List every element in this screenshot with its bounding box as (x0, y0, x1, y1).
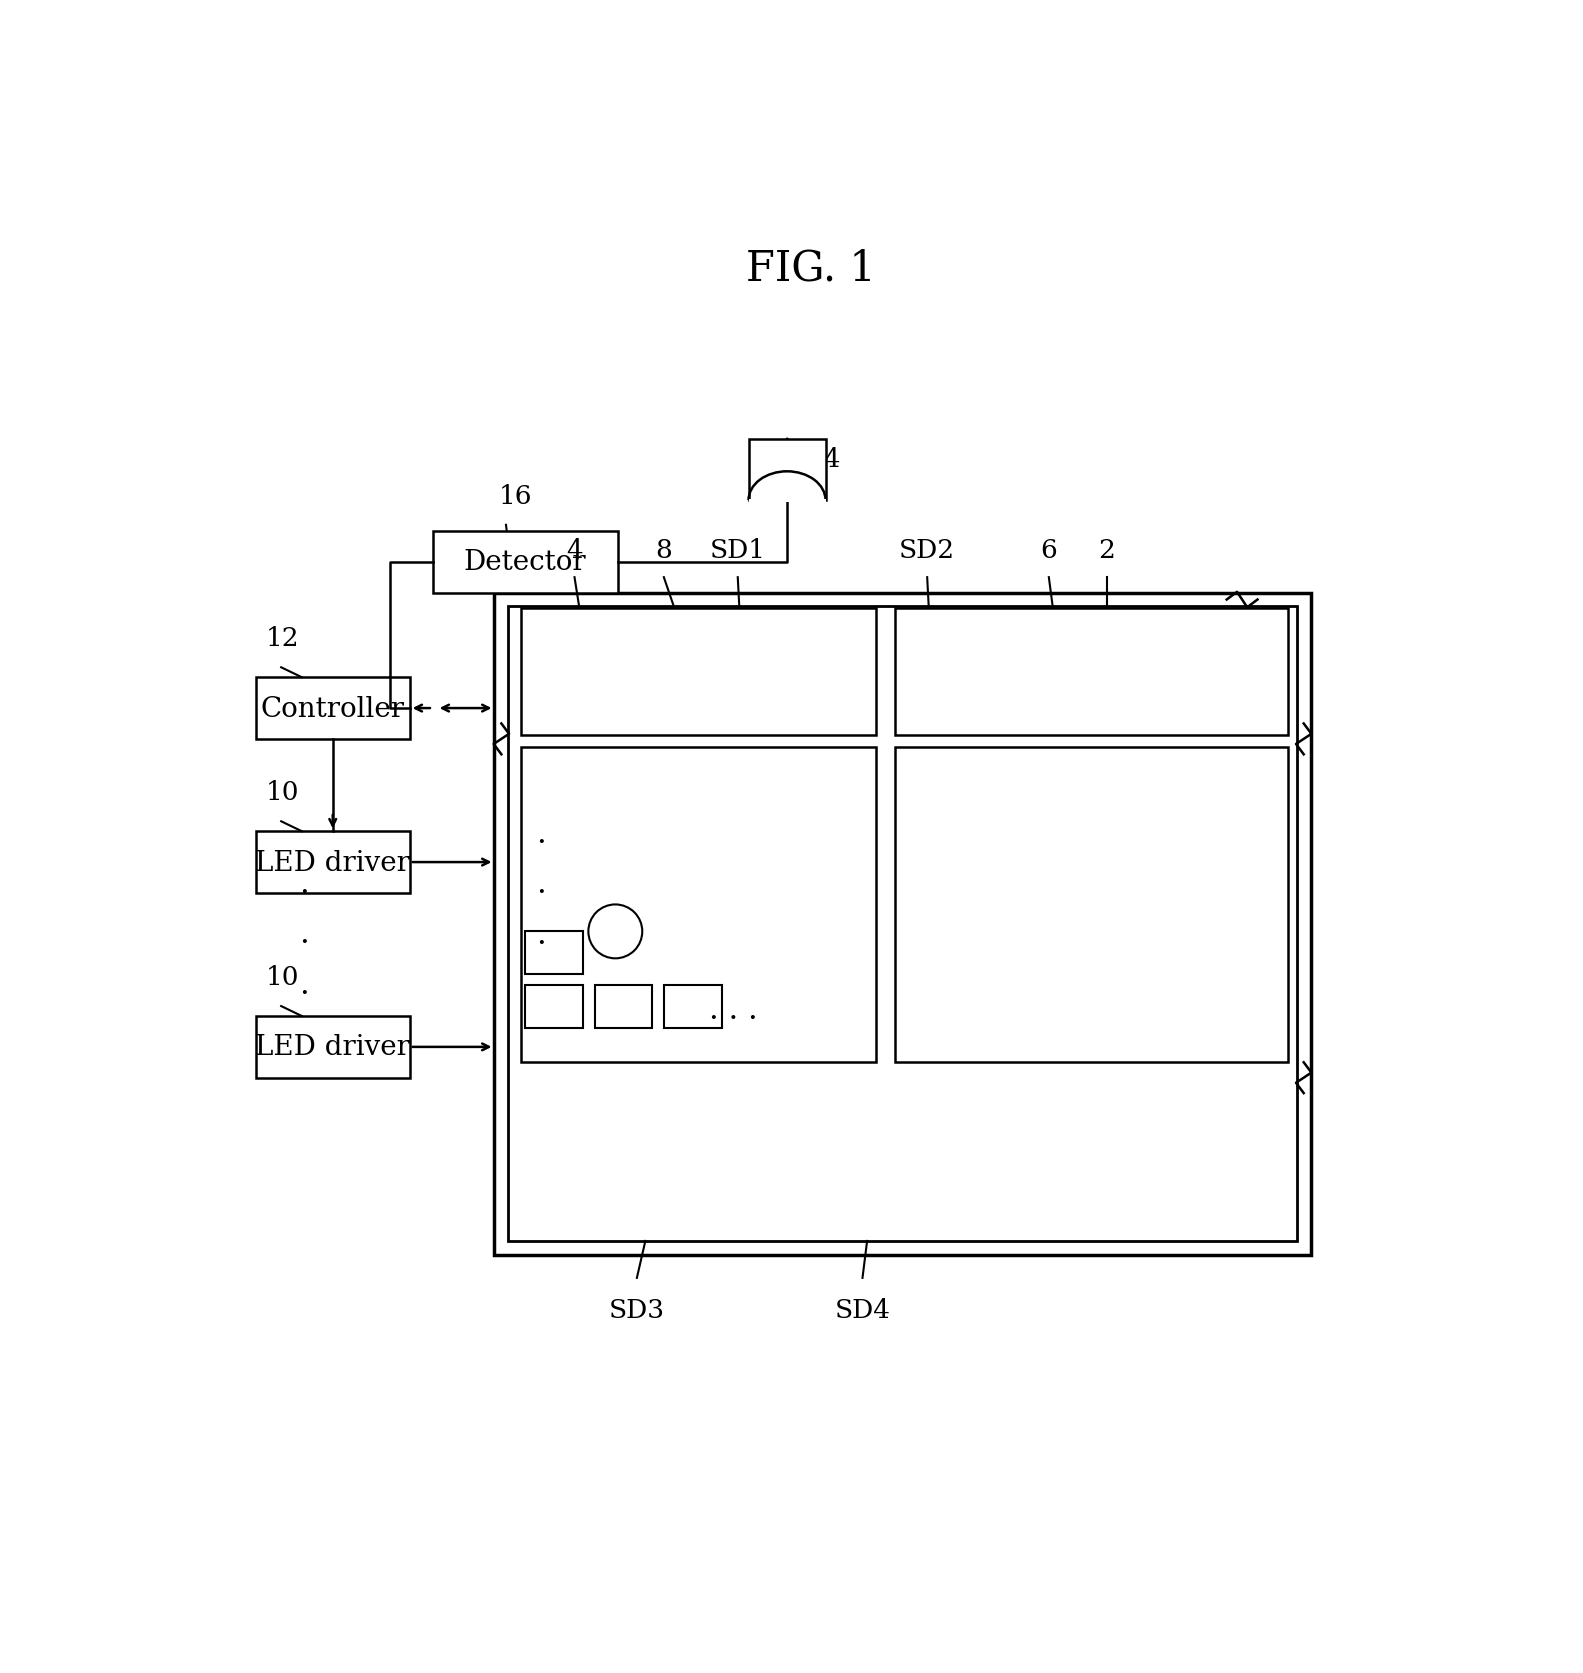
Bar (526, 985, 583, 1027)
Text: 6: 6 (1040, 537, 1057, 562)
Bar (749, 440, 825, 500)
Text: 8: 8 (655, 537, 673, 562)
Text: . . .: . . . (709, 995, 758, 1026)
Text: LED driver: LED driver (255, 850, 410, 877)
Text: LED driver: LED driver (255, 1034, 410, 1061)
Bar (256, 1017, 410, 1077)
Text: SD2: SD2 (899, 537, 955, 562)
Bar (256, 831, 410, 893)
Bar (526, 932, 583, 974)
Text: SD4: SD4 (834, 1297, 891, 1322)
Text: 4: 4 (567, 537, 583, 562)
Text: Detector: Detector (464, 549, 587, 576)
Text: 10: 10 (266, 965, 299, 989)
Text: 12: 12 (266, 626, 299, 651)
Text: 14: 14 (807, 447, 841, 472)
Bar (894, 609, 1287, 736)
Bar (494, 594, 1311, 1255)
Bar (508, 607, 1296, 1241)
Bar (894, 748, 1287, 1062)
Text: 2: 2 (1099, 537, 1114, 562)
Bar (432, 532, 617, 594)
Text: SD3: SD3 (609, 1297, 665, 1322)
Bar (749, 500, 825, 502)
Text: 10: 10 (266, 780, 299, 805)
Text: ·
·
·: · · · (535, 828, 546, 959)
Bar (595, 985, 652, 1027)
Bar (521, 609, 875, 736)
Text: 16: 16 (499, 483, 532, 509)
Bar (256, 678, 410, 739)
Text: FIG. 1: FIG. 1 (747, 248, 875, 289)
Bar (663, 985, 722, 1027)
Bar (521, 748, 875, 1062)
Text: Controller: Controller (261, 696, 405, 723)
Text: SD1: SD1 (709, 537, 766, 562)
Text: ·
·
·: · · · (299, 878, 309, 1009)
